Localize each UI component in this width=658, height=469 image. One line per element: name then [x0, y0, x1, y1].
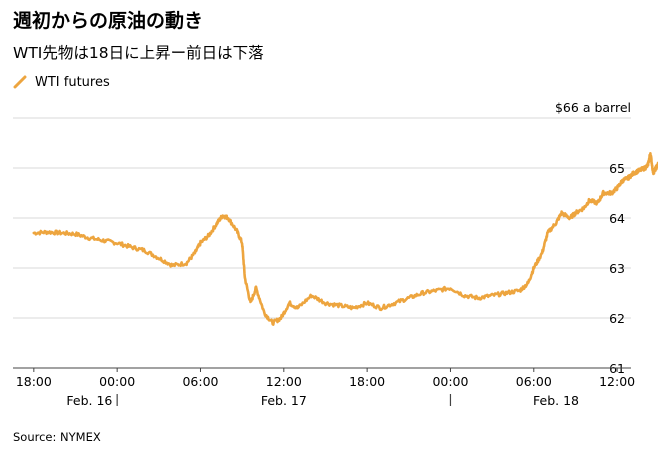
x-tick-label: 12:00	[266, 374, 302, 389]
chart-subtitle: WTI先物は18日に上昇ー前日は下落	[13, 44, 264, 62]
date-label: Feb. 16	[66, 393, 112, 408]
date-label: Feb. 18	[533, 393, 579, 408]
x-tick-label: 18:00	[16, 374, 52, 389]
x-tick-label: 06:00	[516, 374, 552, 389]
y-tick-label: 65	[609, 161, 625, 176]
x-tick-label: 00:00	[99, 374, 135, 389]
chart-title: 週初からの原油の動き	[13, 10, 204, 32]
x-tick-label: 00:00	[432, 374, 468, 389]
x-tick-label: 12:00	[599, 374, 635, 389]
source-note: Source: NYMEX	[13, 430, 101, 444]
date-label: Feb. 17	[261, 393, 307, 408]
unit-label: $66 a barrel	[555, 100, 631, 115]
legend: WTI futures	[13, 73, 110, 91]
x-tick-label: 06:00	[182, 374, 218, 389]
line-swatch-icon	[13, 75, 27, 89]
series-line-wti-futures	[32, 152, 658, 326]
y-tick-label: 64	[609, 211, 625, 226]
legend-label: WTI futures	[35, 74, 110, 90]
y-tick-label: 62	[609, 311, 625, 326]
x-tick-label: 18:00	[349, 374, 385, 389]
y-tick-label: 63	[609, 261, 625, 276]
